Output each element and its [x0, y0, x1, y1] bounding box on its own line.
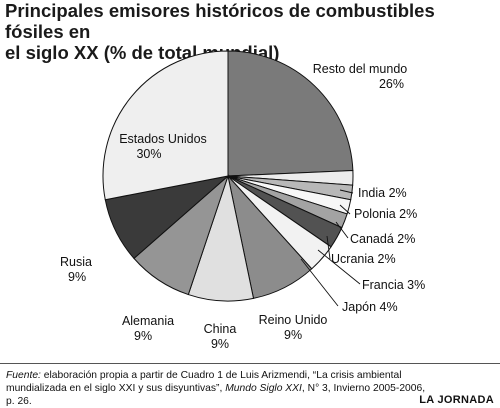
- slice-value-resto-del-mundo: 26%: [379, 77, 404, 91]
- source-note: Fuente: elaboración propia a partir de C…: [6, 369, 426, 408]
- slice-label-reino-unido: Reino Unido: [259, 313, 328, 327]
- chart-title-line-1: Principales emisores históricos de combu…: [5, 0, 435, 42]
- slice-label-ucrania: Ucrania 2%: [331, 252, 396, 266]
- slice-label-alemania: Alemania: [122, 314, 174, 328]
- slice-label-canada: Canadá 2%: [350, 232, 415, 246]
- source-text-1: elaboración propia a partir de Cuadro 1 …: [6, 370, 402, 394]
- slice-value-china: 9%: [211, 337, 229, 351]
- pie-slices: [102, 50, 354, 302]
- leader-line-india: [339, 189, 354, 194]
- slice-label-india: India 2%: [358, 186, 407, 200]
- chart-title: Principales emisores históricos de combu…: [5, 0, 497, 63]
- source-text-2: , N° 3, Invierno 2005-2006, p. 26.: [6, 383, 426, 407]
- leader-line-polonia: [339, 204, 351, 215]
- slice-label-francia: Francia 3%: [362, 278, 425, 292]
- slice-value-alemania: 9%: [134, 329, 152, 343]
- slice-label-estados-unidos: Estados Unidos: [119, 132, 207, 146]
- leader-line-francia: [317, 249, 361, 285]
- slice-value-reino-unido: 9%: [284, 328, 302, 342]
- pie-slice-resto-del-mundo: [227, 50, 354, 177]
- slice-value-estados-unidos: 30%: [136, 147, 161, 161]
- leader-lines: [300, 189, 361, 307]
- slice-label-polonia: Polonia 2%: [354, 207, 417, 221]
- source-label: Fuente:: [6, 370, 41, 381]
- slice-label-resto-del-mundo: Resto del mundo: [313, 62, 408, 76]
- slice-label-china: China: [204, 322, 237, 336]
- slice-value-rusia: 9%: [68, 270, 86, 284]
- leader-line-ucrania: [326, 235, 331, 260]
- footer: Fuente: elaboración propia a partir de C…: [0, 363, 500, 407]
- pie-slice-estados-unidos: [102, 50, 229, 201]
- slice-label-rusia: Rusia: [60, 255, 92, 269]
- brand-logo: LA JORNADA: [419, 394, 494, 406]
- leader-line-japon: [300, 258, 339, 307]
- source-journal: Mundo Siglo XXI: [225, 383, 302, 394]
- slice-label-japon: Japón 4%: [342, 300, 398, 314]
- leader-line-canada: [335, 221, 349, 239]
